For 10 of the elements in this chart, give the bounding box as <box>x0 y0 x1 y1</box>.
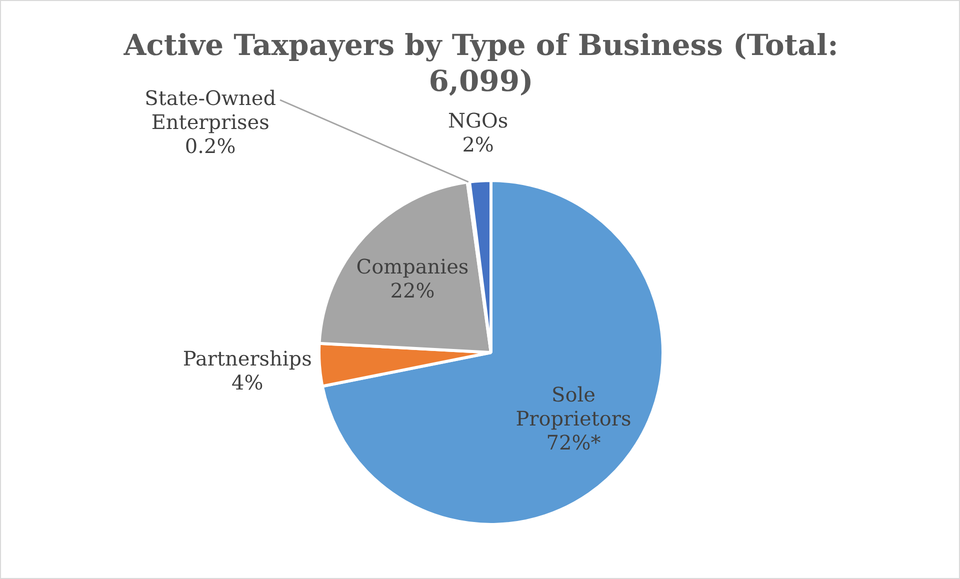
slice-label: Companies <box>356 254 469 279</box>
data-label: 72%* <box>546 430 601 454</box>
slice-label: State-Owned Enterprises <box>144 86 276 134</box>
slice-label: Sole Proprietors <box>516 382 632 430</box>
data-label: 4% <box>232 370 264 395</box>
data-label: 2% <box>462 132 494 157</box>
slice-label: Partnerships <box>182 346 312 371</box>
slice-label: NGOs <box>448 108 508 133</box>
data-label: 22% <box>390 278 435 303</box>
data-label: 0.2% <box>184 134 236 158</box>
